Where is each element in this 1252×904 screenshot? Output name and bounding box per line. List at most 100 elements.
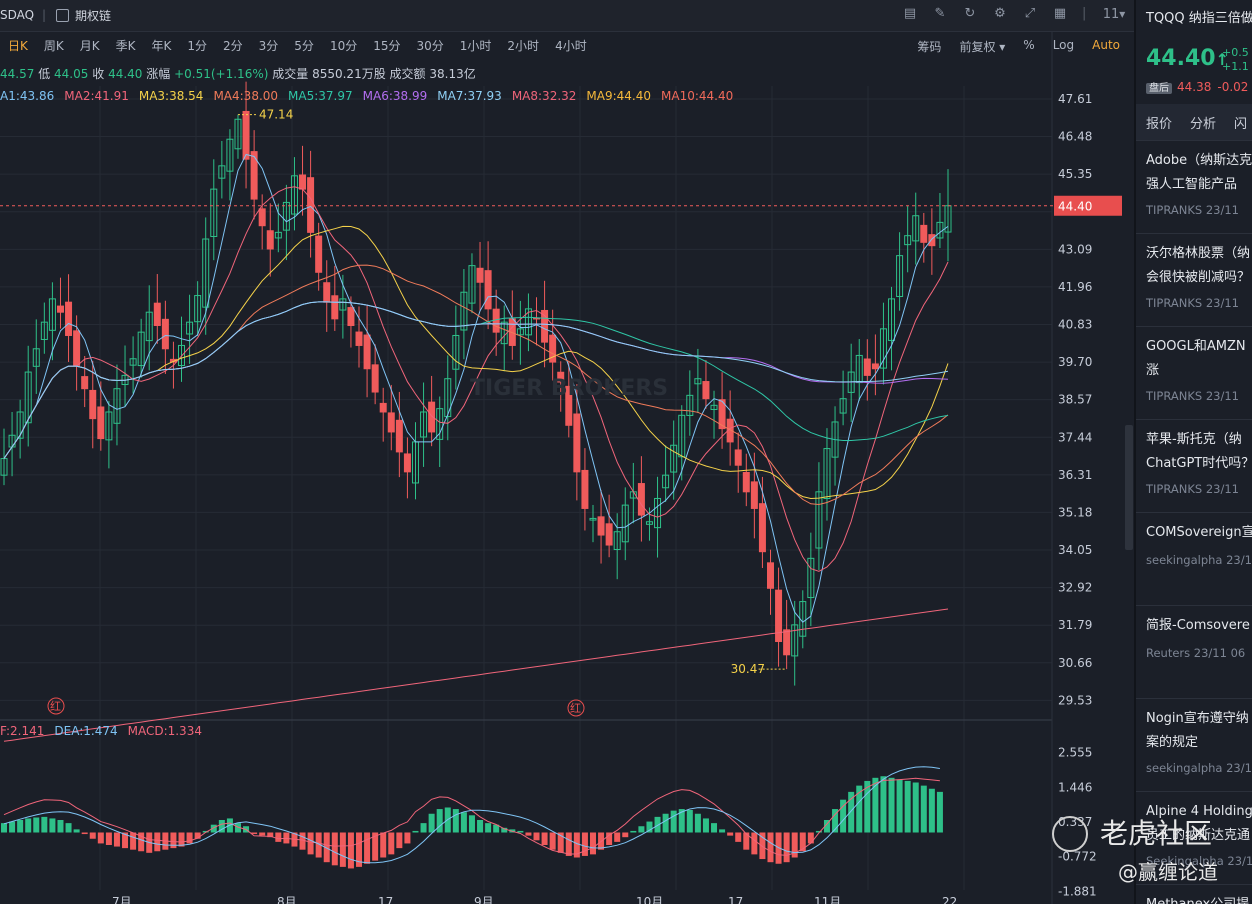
ma8-line (3, 608, 949, 742)
macd-bar (823, 820, 830, 833)
candle-body (323, 282, 331, 303)
side-tab[interactable]: 分析 (1190, 116, 1217, 132)
chart-option-3[interactable]: % (1023, 38, 1035, 52)
tab-5[interactable]: 年K (151, 38, 172, 53)
macd-bar (581, 832, 588, 856)
news-item[interactable]: 苹果-斯托克（纳 ChatGPT时代吗？ TIPRANKS 23/11 (1136, 419, 1252, 496)
candle-body (573, 413, 581, 473)
macd-bar (662, 813, 669, 833)
candle-body (315, 235, 323, 273)
side-change-pct: +1.1 (1222, 60, 1249, 73)
news-headline: Alpine 4 Holding (1146, 804, 1252, 819)
macd-bar (41, 816, 48, 833)
price-axis-label: 38.57 (1058, 393, 1092, 407)
chart-option-5[interactable]: Auto (1092, 38, 1120, 52)
news-item[interactable]: Methanex公司提 (1136, 884, 1252, 904)
news-item[interactable]: 沃尔格林股票（纳 会很快被削减吗？ TIPRANKS 23/11 (1136, 233, 1252, 310)
macd-bar (396, 832, 403, 849)
draw-pen-icon[interactable]: ✎ (934, 6, 946, 21)
tab-4[interactable]: 季K (115, 38, 136, 53)
candle-body (444, 378, 452, 418)
candle-body (105, 411, 113, 441)
macd-bar (73, 829, 80, 833)
chart-option-1[interactable]: 筹码 (917, 40, 942, 54)
side-title: TQQQ 纳指三倍做 (1146, 11, 1252, 26)
macd-bar (912, 782, 919, 833)
macd-bar (477, 820, 484, 833)
side-tab[interactable]: 报价 (1146, 116, 1173, 132)
news-headline-line2: ChatGPT时代吗？ (1146, 456, 1252, 471)
tab-15[interactable]: 4小时 (555, 38, 587, 53)
news-headline-line2: 员工的纳斯达克通 (1146, 828, 1251, 843)
layout-grid-icon[interactable]: ▦ (1053, 6, 1067, 21)
macd-bar (928, 788, 935, 833)
macd-axis-label: -0.772 (1058, 850, 1097, 864)
side-tab[interactable]: 闪 (1234, 116, 1248, 132)
price-axis-label: 36.31 (1058, 468, 1092, 482)
candle-body (460, 291, 468, 331)
macd-bar (468, 815, 475, 833)
macd-legend-item: DEA:1.474 (54, 724, 118, 738)
candle-body (823, 448, 831, 500)
up-arrow-icon: ↑ (1215, 50, 1229, 69)
macd-bar (751, 832, 758, 855)
news-item[interactable]: Nogin宣布遵守纳 案的规定 seekingalpha 23/1 (1136, 698, 1252, 775)
post-market-price: 44.38 (1177, 80, 1212, 94)
macd-bar (105, 832, 112, 845)
tab-3[interactable]: 月K (79, 38, 100, 53)
candle-body (24, 371, 32, 424)
refresh-icon[interactable]: ↻ (964, 6, 976, 21)
tab-8[interactable]: 3分 (258, 38, 279, 53)
candle-body (40, 321, 48, 340)
candle-body (815, 491, 823, 549)
x-axis-label: 17 (378, 895, 393, 904)
candle-body (218, 165, 226, 179)
dividend-badge-icon[interactable] (47, 697, 65, 715)
chart-type-icon[interactable]: ▤ (903, 6, 917, 21)
option-chain-button[interactable]: 期权链 (56, 7, 111, 24)
settings-gear-icon[interactable]: ⚙ (994, 6, 1006, 21)
panel-resize-handle[interactable] (1125, 425, 1133, 550)
news-source: TIPRANKS 23/11 (1146, 389, 1239, 403)
period-menu[interactable]: 11▾ (1102, 7, 1126, 22)
kline-chart[interactable]: 47.6146.4845.3544.2243.0941.9640.8339.70… (0, 0, 1134, 904)
candle-body (742, 472, 750, 493)
dividend-badge-icon[interactable] (567, 699, 585, 717)
macd-bar (541, 832, 548, 845)
macd-bar (622, 832, 629, 838)
macd-legend-item: MACD:1.334 (127, 724, 202, 738)
news-item[interactable]: Alpine 4 Holding 员工的纳斯达克通 Seekingalpha 23/… (1136, 791, 1252, 868)
macd-axis-label: 1.446 (1058, 780, 1092, 794)
candle-body (565, 385, 573, 426)
tab-11[interactable]: 15分 (373, 38, 401, 53)
tab-2[interactable]: 周K (43, 38, 64, 53)
tab-1[interactable]: 日K (8, 38, 28, 53)
tab-9[interactable]: 5分 (294, 38, 314, 53)
news-item[interactable]: Adobe（纳斯达克 强人工智能产品 TIPRANKS 23/11 (1136, 140, 1252, 217)
chart-option-4[interactable]: Log (1052, 38, 1075, 52)
macd-bar (904, 780, 911, 833)
news-headline: Methanex公司提 (1146, 893, 1252, 904)
price-axis-label: 31.79 (1058, 618, 1092, 632)
macd-bar (815, 830, 822, 833)
candle-body (97, 406, 105, 440)
news-item[interactable]: 简报-Comsovere Reuters 23/11 06 (1136, 605, 1252, 660)
candle-body (694, 378, 702, 385)
macd-bar (872, 777, 879, 833)
news-item[interactable]: COMSovereign宣 seekingalpha 23/1 (1136, 512, 1252, 567)
side-change: +0.5 +1.1 (1222, 46, 1249, 74)
change-label: 涨幅 (146, 67, 171, 81)
fullscreen-icon[interactable]: ⤢ (1024, 6, 1036, 21)
tab-13[interactable]: 1小时 (459, 38, 492, 53)
price-axis-label: 47.61 (1058, 92, 1092, 106)
candle-body (775, 589, 783, 642)
news-item[interactable]: GOOGL和AMZN 涨 TIPRANKS 23/11 (1136, 326, 1252, 403)
tab-10[interactable]: 10分 (329, 38, 358, 53)
tab-14[interactable]: 2小时 (507, 38, 540, 53)
toolbar-divider: | (1082, 6, 1087, 21)
tab-6[interactable]: 1分 (187, 38, 208, 53)
chart-option-2[interactable]: 前复权 ▾ (959, 40, 1006, 54)
tab-12[interactable]: 30分 (416, 38, 444, 53)
candle-body (266, 230, 274, 250)
tab-7[interactable]: 2分 (223, 38, 243, 53)
